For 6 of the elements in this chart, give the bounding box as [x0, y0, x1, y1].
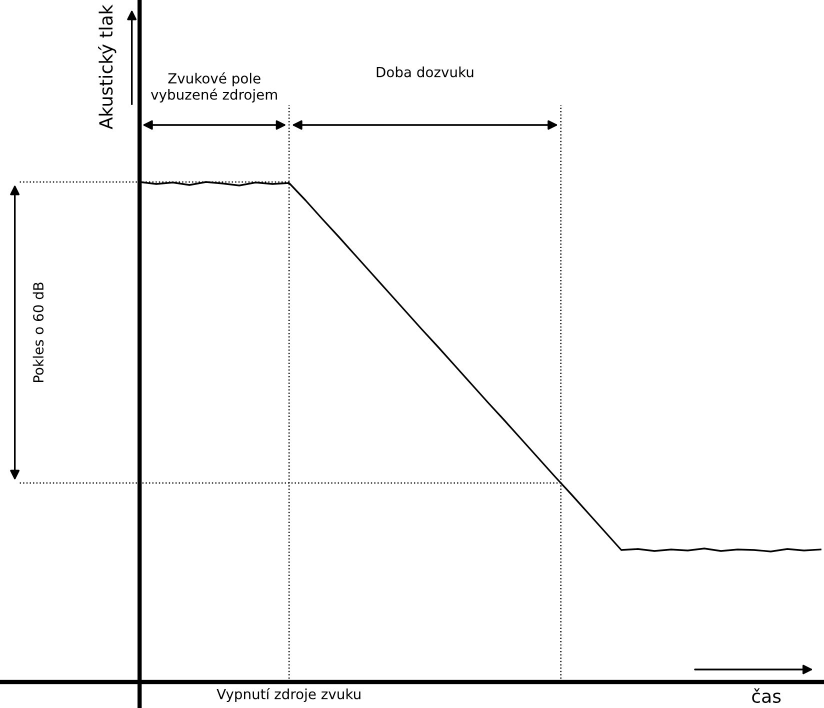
text: Doba dozvuku — [376, 66, 474, 78]
text: Vypnutí zdroje zvuku — [216, 688, 360, 702]
text: Zvukové pole vybuzené zdrojem — [150, 72, 277, 102]
y-axis-title: Akustický tlak — [98, 4, 116, 130]
text: Pokles o 60 dB — [32, 282, 44, 382]
x-axis-title: čas — [752, 688, 781, 703]
